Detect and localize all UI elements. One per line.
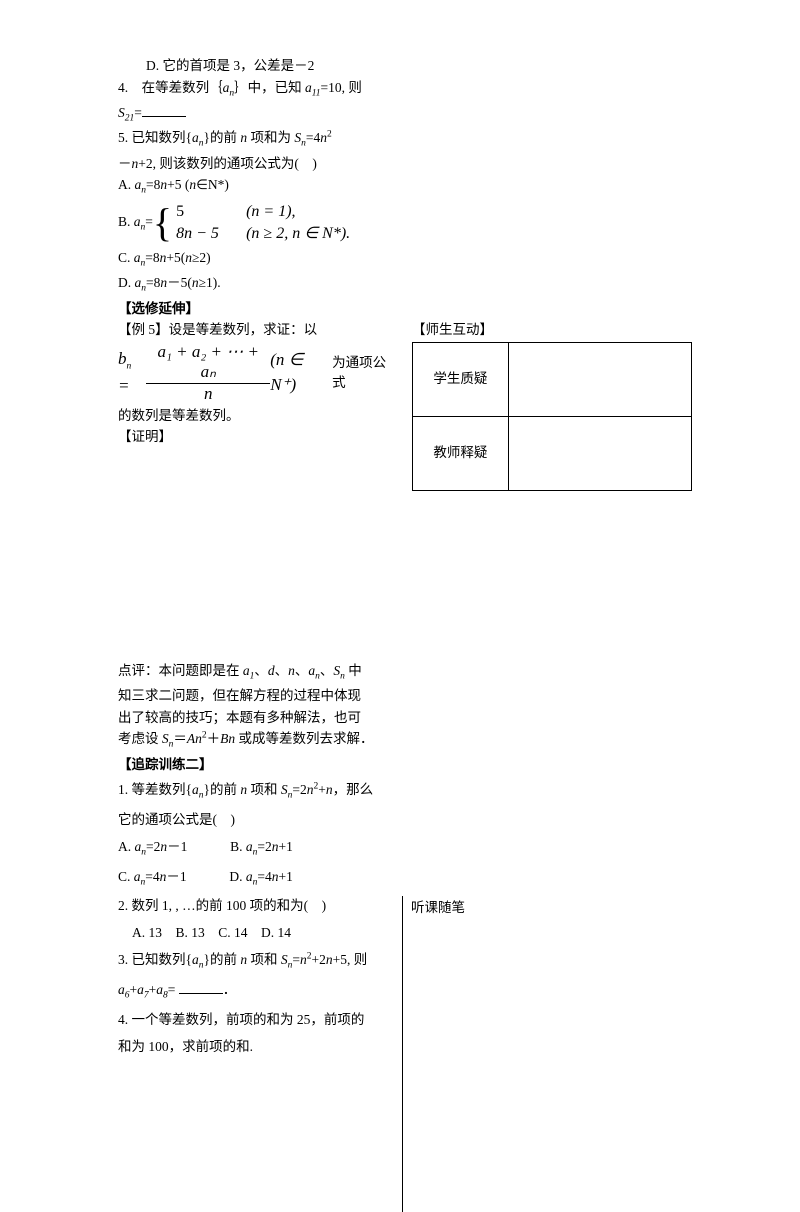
- blank-input[interactable]: [142, 105, 186, 117]
- track-q4-line2: 和为 100，求前项的和.: [118, 1033, 398, 1060]
- student-question-cell[interactable]: [508, 342, 691, 416]
- q5-optionC: C. an=8n+5(n≥2): [118, 248, 692, 271]
- question4-line1: 4. 在等差数列｛an｝中，已知 a11=10, 则: [118, 78, 692, 101]
- track-q1-options-row1: A. an=2n－1 B. an=2n+1: [118, 833, 398, 863]
- q5-optionD: D. an=8n－5(n≥1).: [118, 273, 692, 296]
- question5-line2: －n+2, 则该数列的通项公式为( ): [118, 154, 692, 174]
- student-question-label: 学生质疑: [413, 342, 509, 416]
- lecture-notes-label: 听课随笔: [411, 898, 465, 918]
- track-q1-line2: 它的通项公式是( ): [118, 806, 398, 833]
- tracking-training-title: 【追踪训练二】: [118, 755, 692, 775]
- question4-line2: S21=: [118, 103, 692, 126]
- interaction-table: 学生质疑 教师释疑: [412, 342, 692, 491]
- teacher-answer-label: 教师释疑: [413, 416, 509, 490]
- track-q1-options-row2: C. an=4n－1 D. an=4n+1: [118, 863, 398, 893]
- example5-statement: 【例 5】设是等差数列，求证：以: [118, 320, 398, 340]
- question3-optionD: D. 它的首项是 3，公差是－2: [118, 56, 692, 76]
- example5-line3: 的数列是等差数列。: [118, 406, 398, 426]
- blank-input[interactable]: [179, 982, 223, 994]
- track-q3-line2: a6+a7+a8= ．: [118, 976, 398, 1006]
- track-q4-line1: 4. 一个等差数列，前项的和为 25，前项的: [118, 1006, 398, 1033]
- teacher-answer-cell[interactable]: [508, 416, 691, 490]
- interaction-title: 【师生互动】: [412, 320, 690, 340]
- track-q2: 2. 数列 1, , …的前 100 项的和为( ): [118, 892, 398, 919]
- track-q3-line1: 3. 已知数列{an}的前 n 项和 Sn=n2+2n+5, 则: [118, 946, 398, 976]
- q5-optionA: A. an=8n+5 (n∈N*): [118, 175, 692, 198]
- extension-title: 【选修延伸】: [118, 299, 692, 319]
- vertical-separator: [402, 896, 403, 1212]
- track-q2-options: A. 13 B. 13 C. 14 D. 14: [118, 919, 398, 946]
- q5-optionB: B. an= { 5(n = 1), 8n − 5(n ≥ 2, n ∈ N*)…: [118, 201, 692, 246]
- example5-formula: bn = a₁ + a₂ + ⋯ + aₙ n (n ∈ N⁺) 为通项公式: [118, 342, 398, 404]
- piecewise-function: { 5(n = 1), 8n − 5(n ≥ 2, n ∈ N*).: [153, 201, 350, 246]
- track-q1-line1: 1. 等差数列{an}的前 n 项和 Sn=2n2+n，那么: [118, 776, 398, 806]
- question5-line1: 5. 已知数列{an}的前 n 项和为 Sn=4n2: [118, 128, 692, 151]
- commentary: 点评：本问题即是在 a1、d、n、an、Sn 中 知三求二问题，但在解方程的过程…: [118, 661, 692, 753]
- proof-label: 【证明】: [118, 427, 398, 447]
